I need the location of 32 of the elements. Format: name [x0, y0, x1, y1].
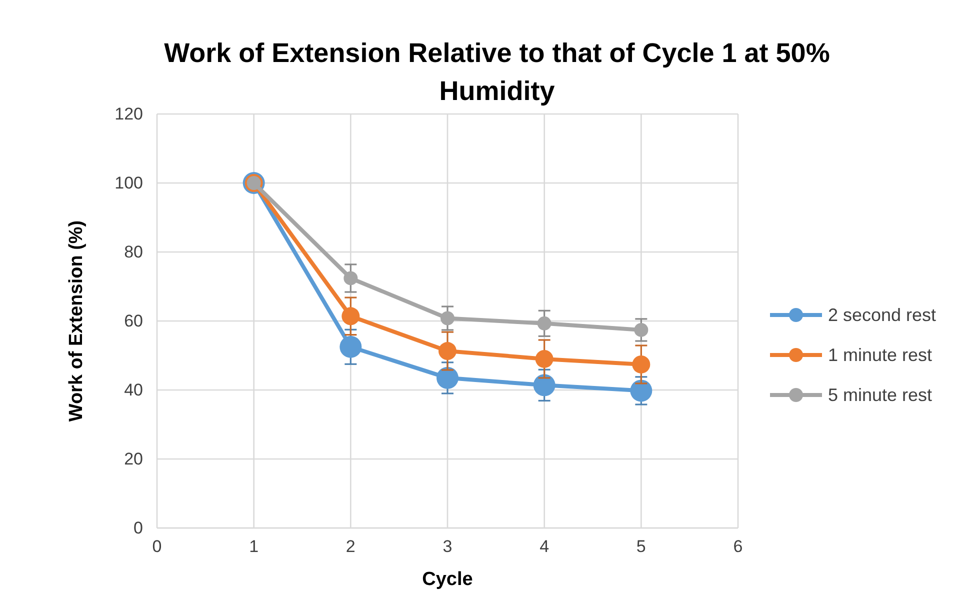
- y-tick-label: 120: [114, 104, 143, 124]
- x-tick-label: 3: [442, 537, 452, 556]
- y-tick-label: 20: [124, 449, 143, 468]
- point: [634, 322, 648, 337]
- y-tick-label: 100: [114, 173, 143, 192]
- x-tick-label: 2: [346, 537, 356, 556]
- point: [537, 316, 552, 330]
- point: [436, 366, 458, 389]
- x-tick-label: 1: [249, 537, 259, 556]
- x-tick-label: 4: [540, 537, 550, 556]
- point: [440, 311, 454, 326]
- x-tick-label: 6: [733, 537, 743, 556]
- point: [632, 355, 650, 374]
- point: [340, 336, 362, 358]
- point: [535, 350, 554, 368]
- y-tick-label: 80: [124, 242, 143, 262]
- point: [344, 271, 358, 286]
- y-axis-title: Work of Extension (%): [66, 220, 87, 422]
- y-tick-label: 40: [124, 380, 143, 400]
- point: [438, 342, 456, 360]
- y-tick-label: 0: [134, 518, 143, 538]
- point: [533, 374, 556, 396]
- point: [342, 307, 360, 326]
- chart-title: Work of Extension Relative to that of Cycle 1 at 50% Humidity: [164, 38, 830, 106]
- legend-label: 1 minute rest: [828, 345, 932, 365]
- x-tick-label: 5: [636, 537, 646, 556]
- point: [630, 380, 652, 402]
- x-tick-label: 0: [152, 537, 162, 556]
- x-axis-title: Cycle: [422, 569, 473, 590]
- legend-label: 2 second rest: [828, 305, 936, 325]
- legend-label: 5 minute rest: [828, 385, 932, 405]
- y-tick-label: 60: [124, 311, 143, 330]
